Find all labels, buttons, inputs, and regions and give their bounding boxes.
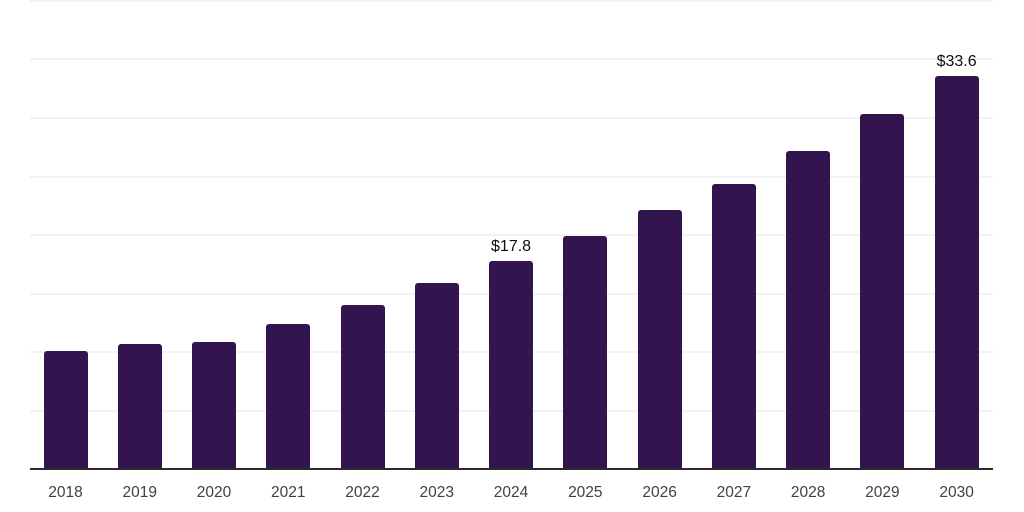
bar-2026 <box>637 210 682 470</box>
x-tick-label-2022: 2022 <box>345 483 380 501</box>
data-label-2030: $33.6 <box>936 52 977 70</box>
bar-2021 <box>266 324 311 470</box>
bar-2019 <box>117 344 162 470</box>
gridline-40 <box>30 0 993 2</box>
gridline-30 <box>30 116 993 119</box>
x-tick-label-2019: 2019 <box>122 483 157 501</box>
bar-2028 <box>786 150 831 470</box>
x-tick-label-2023: 2023 <box>419 483 455 501</box>
data-label-2024: $17.8 <box>491 237 532 255</box>
x-tick-label-2026: 2026 <box>642 483 677 501</box>
x-tick-label-2021: 2021 <box>271 483 306 501</box>
bar-2029 <box>860 114 905 470</box>
gridline-20 <box>30 234 993 237</box>
bar-2023 <box>414 283 459 470</box>
bar-2022 <box>340 305 385 470</box>
bar-2027 <box>711 183 756 470</box>
bar-2018 <box>43 351 88 470</box>
x-tick-label-2025: 2025 <box>568 483 603 501</box>
x-tick-label-2028: 2028 <box>790 483 826 501</box>
gridline-35 <box>30 58 993 61</box>
x-tick-label-2020: 2020 <box>196 483 232 501</box>
x-tick-label-2018: 2018 <box>48 483 83 501</box>
x-tick-label-2029: 2029 <box>865 483 900 501</box>
x-tick-label-2027: 2027 <box>716 483 752 501</box>
x-tick-label-2030: 2030 <box>939 483 974 501</box>
gridline-25 <box>30 175 993 178</box>
bar-2030 <box>934 75 979 470</box>
bar-2020 <box>192 341 237 470</box>
bar-2024 <box>489 260 534 470</box>
x-axis-line <box>30 468 993 470</box>
x-tick-label-2024: 2024 <box>493 483 529 501</box>
bar-2025 <box>563 236 608 470</box>
